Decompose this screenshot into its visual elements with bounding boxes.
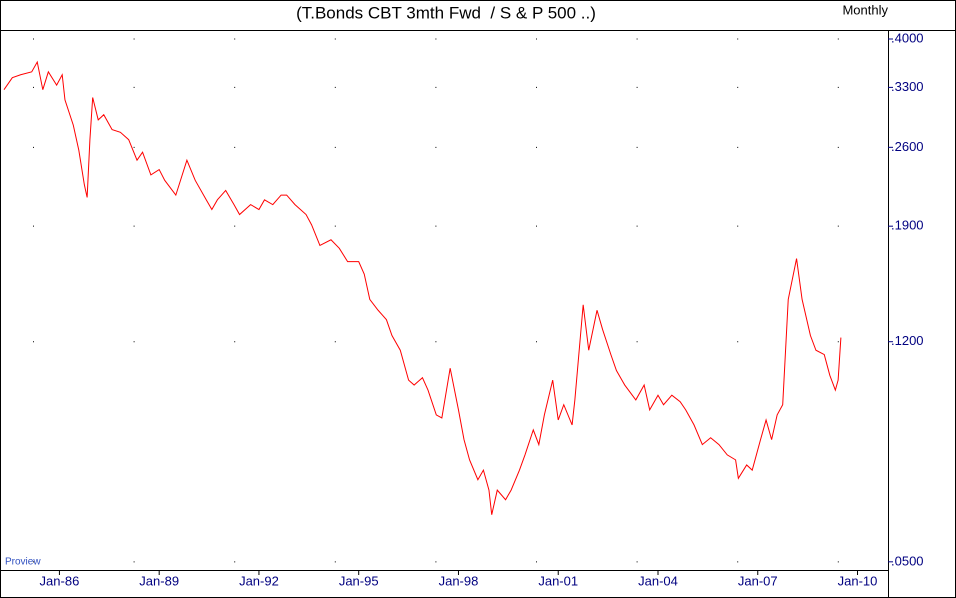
chart-title: (T.Bonds CBT 3mth Fwd / S & P 500 ..) — [296, 3, 596, 22]
x-tick-label: Jan-95 — [339, 573, 379, 588]
y-tick-label: .0500 — [891, 553, 924, 568]
x-tick-label: Jan-10 — [838, 573, 878, 588]
x-tick-label: Jan-01 — [538, 573, 578, 588]
x-tick-label: Jan-92 — [239, 573, 279, 588]
x-tick-label: Jan-86 — [40, 573, 80, 588]
y-tick-label: .4000 — [891, 30, 924, 45]
y-tick-label: .1900 — [891, 218, 924, 233]
y-tick-label: .1200 — [891, 333, 924, 348]
y-tick-label: .3300 — [891, 79, 924, 94]
x-tick-label: Jan-07 — [738, 573, 778, 588]
frequency-label: Monthly — [842, 2, 888, 17]
x-tick-label: Jan-89 — [139, 573, 179, 588]
y-tick-label: .2600 — [891, 139, 924, 154]
x-tick-label: Jan-98 — [439, 573, 479, 588]
x-tick-label: Jan-04 — [638, 573, 678, 588]
data-line — [3, 60, 842, 515]
watermark: Proview — [5, 557, 41, 568]
